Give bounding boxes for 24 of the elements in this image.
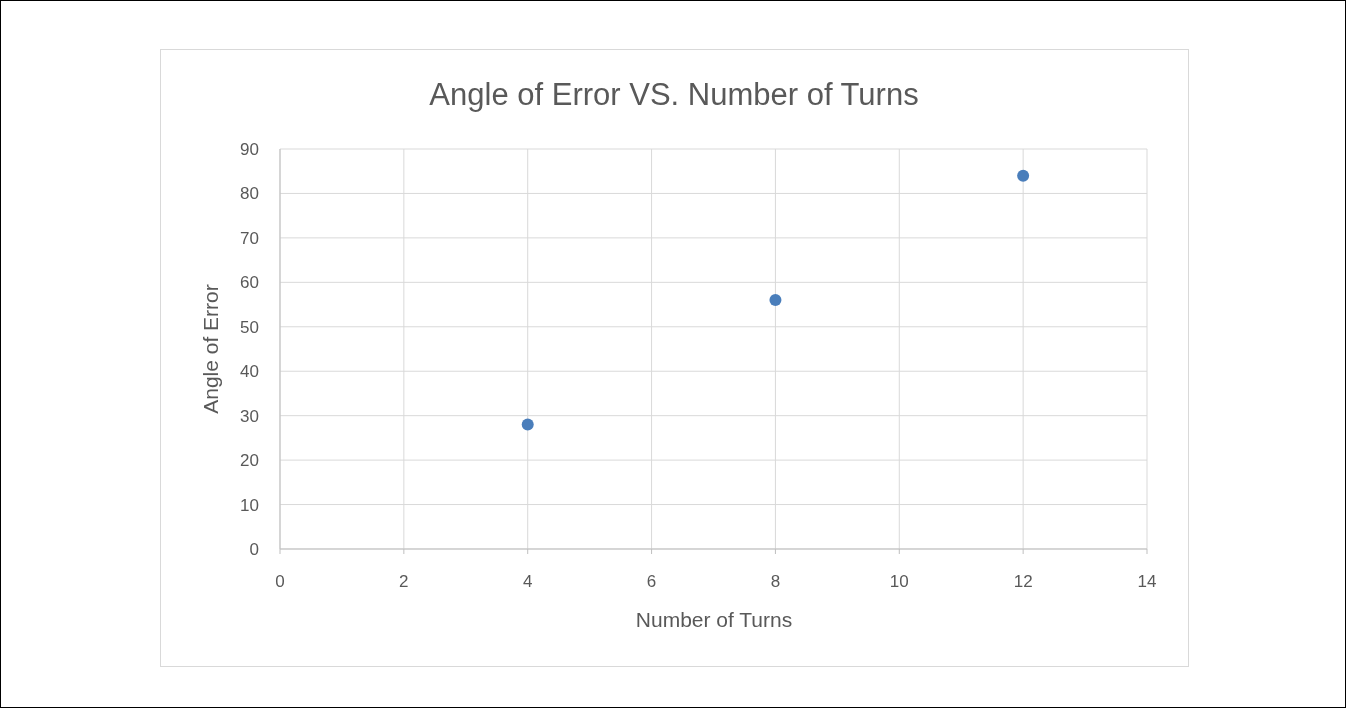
y-tick-label: 30 [240, 406, 259, 426]
x-tick-label: 6 [646, 572, 657, 591]
x-tick-label: 10 [889, 572, 909, 591]
chart-title: Angle of Error VS. Number of Turns [429, 77, 919, 112]
x-tick-label: 0 [275, 572, 285, 591]
point [521, 418, 534, 431]
x-axis-title: Number of Turns [635, 608, 793, 631]
y-tick-label: 40 [240, 362, 259, 382]
y-tick-label: 60 [240, 273, 259, 293]
x-tick-label: 12 [1013, 572, 1033, 591]
y-tick-label: 90 [240, 140, 259, 159]
y-tick-label: 70 [240, 228, 259, 248]
x-tick-label: 4 [522, 572, 533, 591]
x-tick-label: 8 [770, 572, 781, 591]
y-axis-title: Angle of Error [199, 284, 222, 414]
y-tick-label: 50 [240, 317, 259, 337]
point [1017, 169, 1030, 182]
point [769, 294, 782, 307]
y-tick-label: 80 [240, 184, 259, 204]
y-tick-label: 10 [240, 495, 259, 515]
y-tick-label: 20 [240, 451, 259, 471]
x-tick-label: 2 [399, 572, 409, 591]
x-tick-label: 14 [1137, 572, 1157, 591]
y-tick-label: 0 [249, 540, 259, 559]
